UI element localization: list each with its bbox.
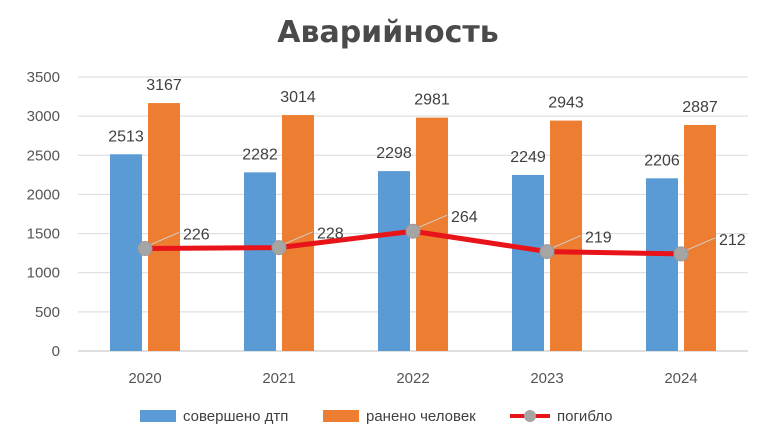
x-axis: 2020 2021 2022 2023 2024: [128, 370, 697, 387]
legend-label: ранено человек: [366, 408, 476, 425]
line-marker: [137, 240, 153, 256]
legend-label: погибло: [557, 408, 613, 425]
bar-data-label: 2206: [644, 152, 680, 169]
x-tick-label: 2024: [664, 370, 697, 387]
bar-data-label: 3014: [280, 89, 316, 106]
bar-data-label: 2513: [108, 128, 144, 145]
legend-label: совершено дтп: [183, 408, 288, 425]
bar: [684, 124, 716, 352]
line-data-label: 264: [451, 209, 478, 226]
bar-data-label: 2887: [682, 99, 718, 116]
x-tick-label: 2022: [396, 370, 429, 387]
line-marker: [405, 223, 421, 239]
leader-line: [686, 237, 716, 251]
legend: совершено дтп ранено человек погибло: [140, 408, 613, 425]
bar-data-label: 2981: [414, 92, 450, 109]
y-tick-label: 1500: [27, 226, 60, 243]
line-data-label: 219: [585, 230, 612, 247]
legend-swatch-marker: [524, 410, 536, 422]
bar: [646, 178, 678, 351]
line-series: [137, 214, 716, 262]
y-tick-label: 2500: [27, 147, 60, 164]
bar: [244, 172, 276, 351]
bar: [148, 103, 180, 351]
bar-data-label: 2298: [376, 145, 412, 162]
leader-line: [150, 231, 180, 245]
x-tick-label: 2021: [262, 370, 295, 387]
y-axis: 0 500 1000 1500 2000 2500 3000 3500: [27, 69, 60, 360]
bar-data-label: 3167: [146, 77, 182, 94]
line-data-label: 226: [183, 226, 210, 243]
y-tick-label: 0: [52, 343, 60, 360]
bars: [110, 103, 716, 352]
x-tick-label: 2023: [530, 370, 563, 387]
bar: [378, 171, 410, 351]
y-tick-label: 3500: [27, 69, 60, 86]
line-data-label: 228: [317, 226, 344, 243]
leader-line: [284, 231, 314, 245]
line-marker: [271, 240, 287, 256]
line-marker: [673, 246, 689, 262]
leader-line: [418, 214, 448, 228]
bar: [550, 120, 582, 352]
x-tick-label: 2020: [128, 370, 161, 387]
bar-data-label: 2943: [548, 95, 584, 112]
bar: [110, 154, 142, 351]
y-tick-label: 500: [35, 304, 60, 321]
line-marker: [539, 244, 555, 260]
bar-data-label: 2249: [510, 149, 546, 166]
leader-line: [552, 235, 582, 249]
bar: [512, 174, 544, 351]
legend-swatch: [323, 410, 359, 422]
bar-data-label: 2282: [242, 146, 278, 163]
line-data-label: 212: [719, 232, 746, 249]
y-tick-label: 1000: [27, 265, 60, 282]
y-tick-label: 2000: [27, 186, 60, 203]
chart-title: Аварийность: [277, 15, 498, 50]
data-labels: 2513 2282 2298 2249 2206 3167 3014 2981 2943 2887…: [108, 77, 746, 249]
legend-swatch: [140, 410, 176, 422]
y-tick-label: 3000: [27, 108, 60, 125]
